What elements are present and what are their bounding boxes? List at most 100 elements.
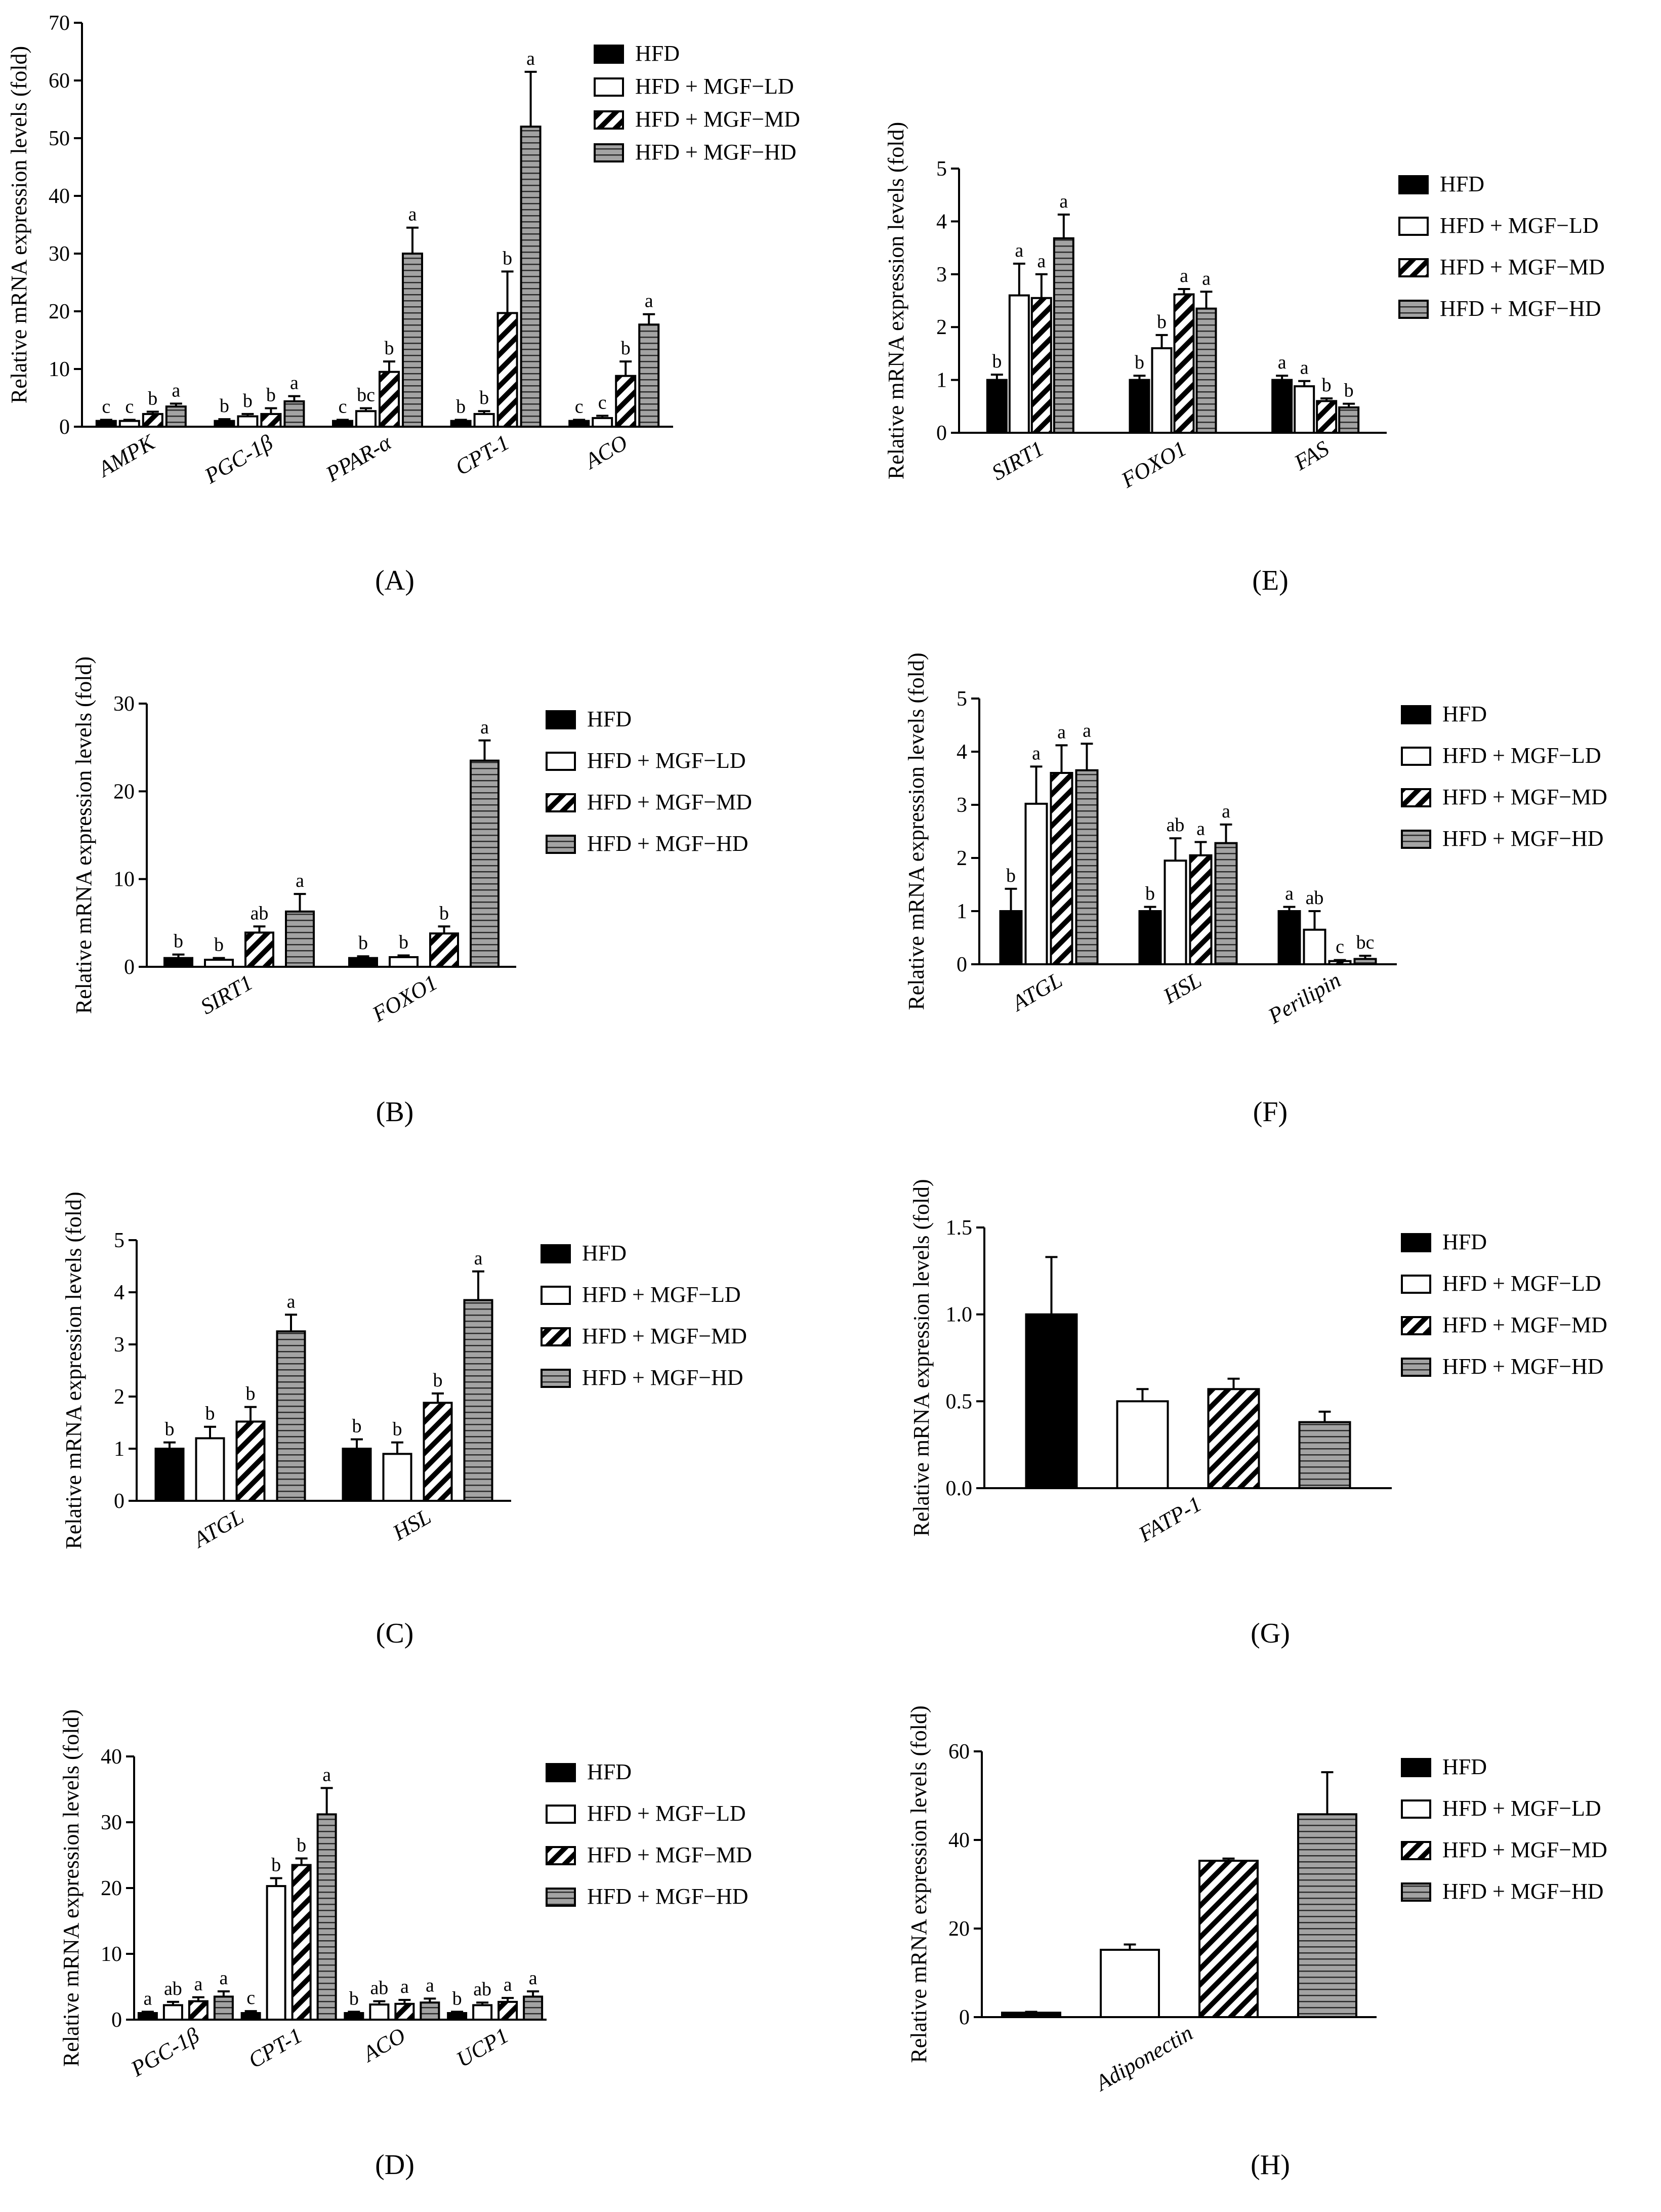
legend-label: HFD	[587, 1759, 632, 1784]
significance-label: b	[246, 1383, 256, 1405]
y-tick-label: 3	[936, 263, 947, 286]
legend-swatch	[546, 835, 576, 854]
legend-label: HFD + MGF−LD	[1442, 1271, 1601, 1296]
bar	[394, 2002, 415, 2021]
significance-label: c	[102, 396, 110, 417]
y-tick-label: 2	[957, 847, 967, 870]
bar	[638, 323, 660, 428]
y-tick-label: 3	[957, 794, 967, 817]
bar	[447, 2012, 468, 2021]
significance-label: b	[433, 1370, 443, 1391]
bar	[1328, 960, 1352, 965]
y-tick-label: 5	[114, 1229, 124, 1252]
legend-swatch	[594, 143, 624, 162]
y-tick-label: 20	[49, 300, 70, 323]
significance-label: bc	[357, 385, 375, 406]
bar	[1214, 842, 1238, 965]
legend-swatch	[1398, 175, 1429, 194]
significance-label: a	[1015, 240, 1023, 261]
y-tick-label: 10	[113, 868, 135, 891]
bar	[95, 420, 117, 428]
significance-label: ab	[473, 1979, 491, 2000]
bar	[1030, 297, 1052, 434]
category-label: CPT-1	[244, 2023, 306, 2073]
y-axis-title: Relative mRNA expression levels (fold)	[71, 657, 96, 1014]
category-label: ATGL	[1007, 967, 1067, 1016]
legend-swatch	[1401, 1841, 1431, 1860]
legend-swatch	[1401, 1758, 1431, 1777]
significance-label: b	[1006, 865, 1016, 886]
legend-swatch	[546, 752, 576, 771]
y-tick-label: 0	[936, 422, 947, 445]
significance-label: b	[1322, 375, 1332, 396]
panel-b: 0 10 20 30 Relative mRNA expression levels (…	[71, 657, 752, 1128]
y-tick-label: 1.5	[946, 1216, 973, 1240]
category-label: PGC-1β	[127, 2023, 203, 2081]
bar	[260, 413, 282, 428]
significance-label: b	[205, 1403, 215, 1424]
bar	[214, 420, 235, 428]
y-tick-label: 20	[101, 1877, 122, 1900]
bar	[276, 1330, 306, 1502]
y-tick-label: 30	[101, 1811, 122, 1834]
bar	[285, 910, 315, 968]
bar	[344, 2012, 364, 2021]
significance-label: b	[385, 338, 394, 359]
y-tick-label: 4	[114, 1281, 124, 1304]
legend-swatch	[1401, 747, 1431, 766]
bar	[165, 405, 187, 428]
y-tick-label: 4	[936, 210, 947, 233]
bar	[237, 415, 259, 428]
significance-label: a	[287, 1291, 296, 1312]
significance-label: a	[172, 380, 180, 401]
panel-g: 0.0 0.5 1.0 1.5 Relative mRNA expression lev…	[909, 1179, 1607, 1649]
panel-c: 0 1 2 3 4 5 Relative mRNA expression levels (f…	[61, 1192, 747, 1649]
significance-label: b	[174, 931, 183, 952]
legend-label: HFD + MGF−MD	[582, 1324, 747, 1348]
y-tick-label: 30	[113, 692, 135, 716]
bar	[1277, 910, 1301, 965]
panel-label: (F)	[1253, 1096, 1288, 1128]
y-tick-label: 50	[49, 127, 70, 150]
y-axis-title: Relative mRNA expression levels (fold)	[909, 1179, 934, 1536]
bar	[142, 413, 163, 428]
category-label: UCP1	[452, 2023, 513, 2072]
significance-label: a	[529, 1968, 537, 1989]
bar	[470, 759, 500, 968]
y-tick-label: 1	[936, 369, 947, 392]
bar	[986, 379, 1008, 434]
bar	[999, 910, 1023, 965]
panel-label: (H)	[1251, 2149, 1290, 2181]
legend-swatch	[546, 1805, 576, 1824]
y-axis-title: Relative mRNA expression levels (fold)	[904, 652, 929, 1010]
significance-label: c	[246, 1987, 255, 2009]
panel-label: (D)	[375, 2149, 414, 2181]
y-tick-label: 1	[114, 1438, 124, 1461]
bar	[463, 1299, 493, 1502]
significance-label: a	[1196, 818, 1205, 840]
bar	[332, 420, 353, 428]
panel-e: 0 1 2 3 4 5 Relative mRNA expression levels (f…	[884, 122, 1605, 596]
bar	[1198, 1860, 1259, 2018]
y-tick-label: 10	[101, 1943, 122, 1966]
y-tick-label: 0	[124, 956, 135, 979]
category-label: SIRT1	[196, 970, 257, 1019]
significance-label: b	[439, 903, 449, 924]
legend-label: HFD + MGF−HD	[1442, 1354, 1604, 1379]
panel-label: (E)	[1252, 565, 1289, 596]
significance-label: b	[1157, 311, 1167, 333]
legend-swatch	[541, 1244, 571, 1263]
bar	[213, 1995, 234, 2021]
legend-label: HFD + MGF−LD	[1440, 213, 1599, 238]
category-label: SIRT1	[987, 436, 1048, 485]
bar	[163, 957, 193, 968]
legend-swatch	[1401, 788, 1431, 807]
bar	[154, 1448, 185, 1502]
significance-label: a	[296, 870, 304, 891]
legend-swatch	[1401, 1799, 1431, 1819]
legend-label: HFD + MGF−LD	[587, 748, 746, 773]
significance-label: c	[125, 396, 134, 417]
significance-label: a	[1037, 251, 1046, 272]
legend-swatch	[546, 1846, 576, 1865]
significance-label: a	[526, 48, 535, 69]
